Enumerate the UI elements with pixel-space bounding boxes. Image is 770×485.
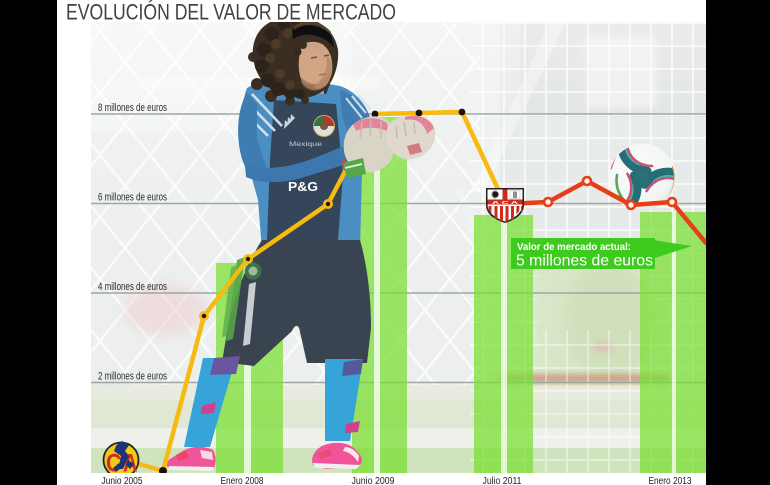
svg-text:Julio 2011: Julio 2011: [483, 476, 522, 485]
svg-text:8 millones de euros: 8 millones de euros: [98, 102, 167, 114]
svg-text:5 millones de euros: 5 millones de euros: [516, 253, 653, 270]
svg-text:A C A: A C A: [492, 200, 520, 205]
svg-text:Mexique: Mexique: [289, 141, 323, 148]
svg-text:EVOLUCIÓN DEL VALOR DE MERCADO: EVOLUCIÓN DEL VALOR DE MERCADO: [66, 0, 396, 25]
svg-text:Junio 2005: Junio 2005: [102, 476, 143, 485]
svg-text:P&G: P&G: [288, 180, 318, 194]
svg-text:Valor de mercado actual:: Valor de mercado actual:: [517, 241, 631, 253]
svg-text:4 millones de euros: 4 millones de euros: [98, 281, 167, 293]
svg-text:Enero 2013: Enero 2013: [649, 476, 692, 485]
svg-text:Junio 2009: Junio 2009: [352, 476, 395, 485]
svg-text:Enero 2008: Enero 2008: [221, 476, 264, 485]
svg-text:2 millones de euros: 2 millones de euros: [98, 371, 167, 383]
svg-text:6 millones de euros: 6 millones de euros: [98, 192, 167, 204]
